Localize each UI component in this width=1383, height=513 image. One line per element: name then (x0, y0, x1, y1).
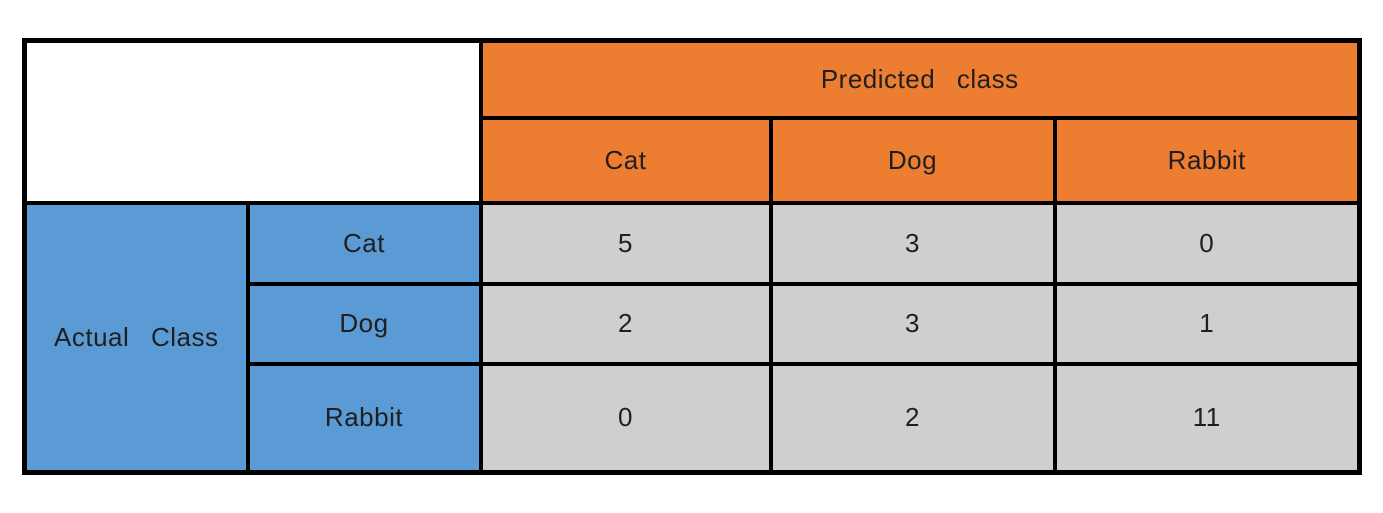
row-header-rabbit: Rabbit (245, 361, 483, 475)
col-header-dog: Dog (768, 115, 1057, 205)
cell-actual-cat-predicted-rabbit: 0 (1052, 200, 1362, 286)
cell-actual-rabbit-predicted-dog: 2 (768, 361, 1057, 475)
confusion-matrix-table: Predicted class Cat Dog Rabbit Actual Cl… (22, 38, 1362, 475)
col-header-cat: Cat (478, 115, 773, 205)
predicted-subheader-row: Cat Dog Rabbit (25, 115, 1362, 205)
cell-actual-dog-predicted-rabbit: 1 (1052, 281, 1362, 366)
corner-empty-cell (22, 38, 483, 205)
actual-class-group-header: Actual Class (22, 200, 250, 475)
cell-actual-cat-predicted-cat: 5 (478, 200, 773, 286)
predicted-class-header-row: Predicted class (22, 38, 1362, 205)
cell-actual-dog-predicted-dog: 3 (768, 281, 1057, 366)
cell-actual-rabbit-predicted-cat: 0 (478, 361, 773, 475)
table-row-actual-cat: Actual Class Cat 5 3 0 (22, 200, 1362, 475)
table-row-actual-rabbit: Rabbit 0 2 11 (25, 361, 1362, 475)
cell-actual-dog-predicted-cat: 2 (478, 281, 773, 366)
table-row-actual-dog: Dog 2 3 1 (25, 281, 1362, 366)
row-header-cat: Cat (245, 200, 483, 286)
cell-actual-rabbit-predicted-rabbit: 11 (1052, 361, 1362, 475)
row-header-dog: Dog (245, 281, 483, 366)
predicted-class-group-header: Predicted class (478, 38, 1362, 120)
col-header-rabbit: Rabbit (1052, 115, 1362, 205)
cell-actual-cat-predicted-dog: 3 (768, 200, 1057, 286)
